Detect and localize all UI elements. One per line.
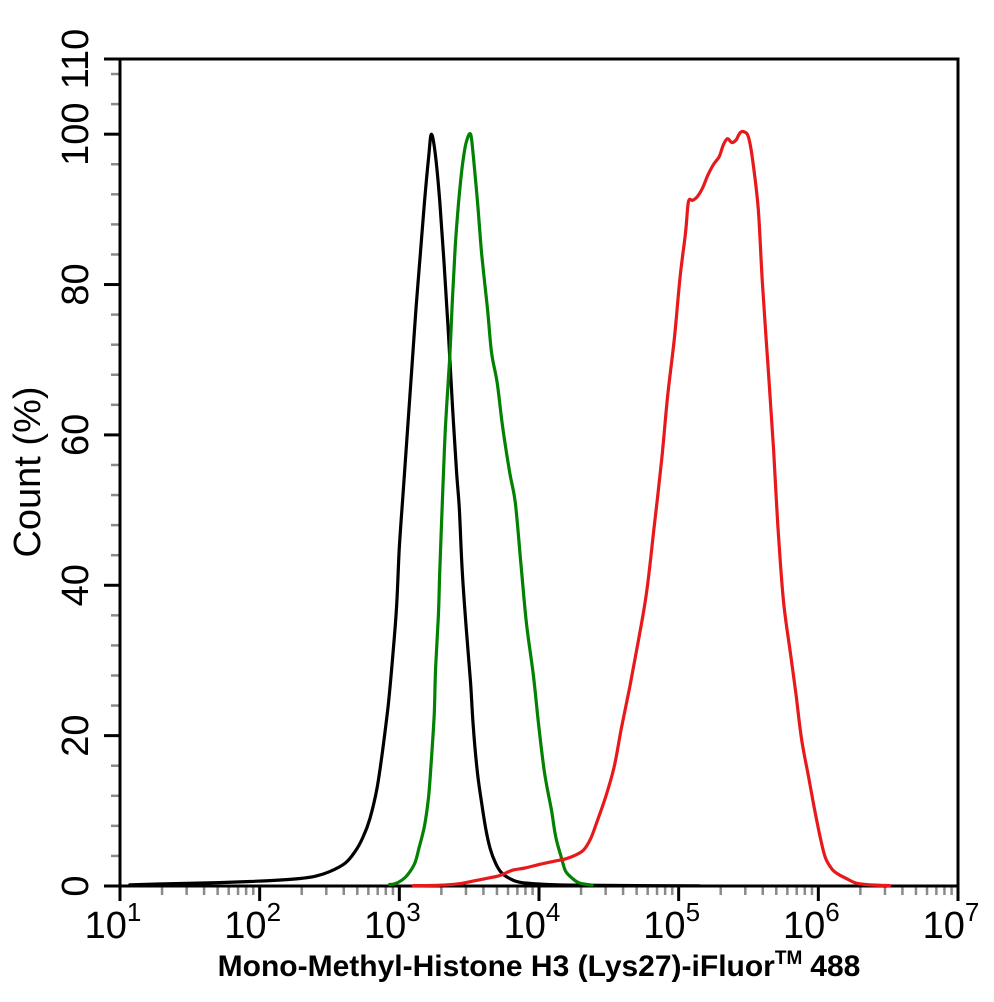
y-tick-label: 110	[55, 29, 97, 90]
y-tick-label: 20	[55, 714, 97, 756]
y-tick-label: 0	[55, 875, 97, 896]
tick-labels: 101 102 103 104 105 106 107 0 20 40 60 80 100 110	[55, 29, 979, 947]
trademark-superscript: TM	[775, 948, 802, 969]
x-tick-label: 107	[923, 897, 980, 947]
series-black-curve	[128, 132, 702, 888]
x-axis-title-suffix: 488	[810, 950, 860, 983]
x-tick-label: 102	[224, 897, 281, 947]
major-ticks	[104, 57, 960, 901]
y-tick-label: 60	[55, 414, 97, 456]
y-tick-label: 80	[55, 263, 97, 305]
series-green-curve	[388, 132, 594, 887]
plot-border	[118, 57, 960, 888]
y-tick-label: 40	[55, 564, 97, 606]
y-tick-label: 100	[55, 102, 97, 165]
minor-ticks	[111, 72, 953, 895]
x-tick-label: 106	[783, 897, 840, 947]
series-curves	[128, 129, 892, 888]
x-tick-label: 105	[643, 897, 700, 947]
y-axis-title: Count (%)	[7, 386, 49, 557]
x-tick-label: 101	[85, 897, 142, 947]
x-tick-label: 104	[504, 897, 561, 947]
x-axis-title-main: Mono-Methyl-Histone H3 (Lys27)-iFluor	[218, 950, 776, 983]
x-axis-title: Mono-Methyl-Histone H3 (Lys27)-iFluorTM 4…	[218, 948, 861, 983]
series-red-curve	[411, 129, 892, 888]
x-tick-label: 103	[364, 897, 421, 947]
